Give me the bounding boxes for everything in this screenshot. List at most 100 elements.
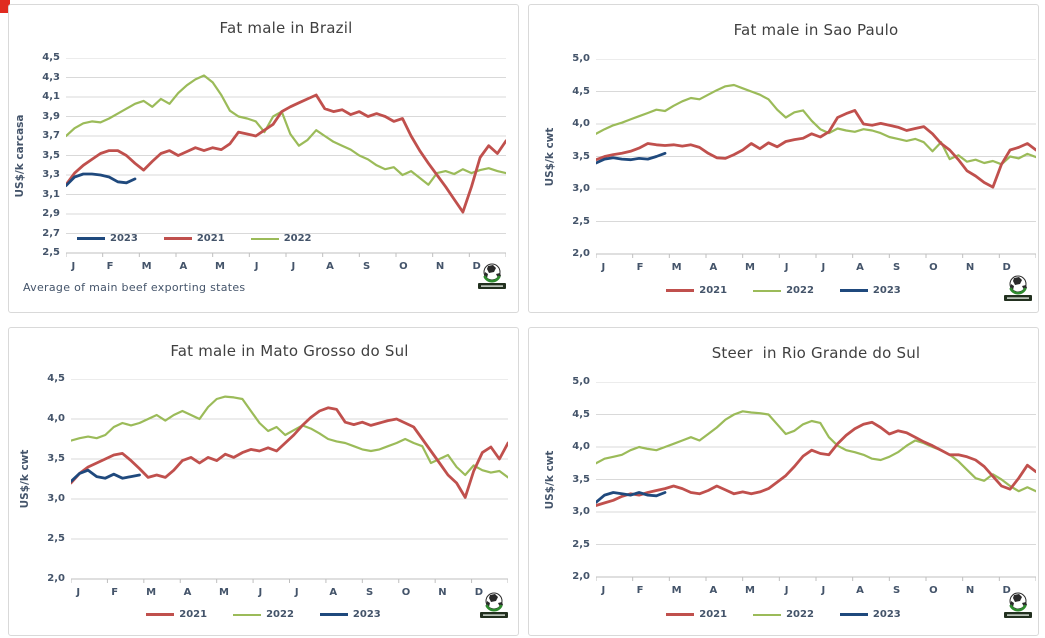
x-tick-label: J — [784, 262, 789, 273]
x-tick-label: D — [472, 261, 481, 272]
legend-swatch-2021 — [666, 289, 695, 292]
series-line-2021 — [594, 420, 1038, 507]
y-tick-label: 2,5 — [42, 247, 60, 258]
x-tick-label: A — [856, 262, 864, 273]
chart-title: Steer in Rio Grande do Sul — [711, 344, 921, 362]
legend-label: 2021 — [699, 609, 728, 620]
legend-item-2022: 2022 — [753, 609, 814, 620]
world-globe-logo — [475, 263, 509, 291]
x-tick-label: A — [709, 262, 718, 273]
y-tick-label: 5,0 — [572, 53, 590, 64]
series-line-2021 — [594, 109, 1038, 189]
x-tick-label: O — [399, 261, 408, 272]
chart-legend: 2021 2022 2023 — [529, 285, 1038, 296]
series-line-2021 — [64, 93, 508, 214]
legend-item-2023: 2023 — [839, 609, 901, 620]
legend-swatch-2023 — [77, 237, 105, 240]
y-tick-label: 3,5 — [572, 473, 590, 485]
x-tick-label: S — [893, 262, 901, 273]
x-tick-label: F — [111, 587, 119, 598]
x-tick-label: A — [329, 587, 338, 598]
x-tick-label: F — [636, 262, 644, 273]
x-tick-label: M — [745, 262, 755, 273]
legend-swatch-2023 — [319, 613, 348, 616]
x-tick-label: N — [965, 262, 975, 273]
series-line-2022 — [64, 74, 508, 186]
x-tick-label: J — [258, 587, 263, 598]
y-tick-label: 4,0 — [572, 118, 590, 129]
x-tick-label: J — [821, 585, 826, 596]
chart-panel-fat-male-mato-grosso-do-sul: Fat male in Mato Grosso do Sul US$/k cwt… — [8, 327, 519, 636]
x-tick-label: D — [1002, 262, 1011, 273]
world-globe-logo — [1001, 592, 1035, 620]
y-tick-label: 2,5 — [47, 533, 65, 544]
x-tick-label: A — [856, 585, 864, 596]
legend-swatch-2023 — [839, 613, 868, 616]
legend-swatch-2022 — [233, 613, 262, 616]
x-tick-label: A — [326, 261, 334, 272]
plot-area — [594, 381, 1038, 583]
legend-label: 2021 — [196, 233, 225, 244]
y-tick-label: 2,9 — [42, 208, 60, 219]
x-tick-label: J — [254, 261, 259, 272]
legend-label: 2023 — [872, 609, 901, 620]
x-tick-label: N — [438, 587, 447, 598]
legend-label: 2023 — [352, 609, 381, 620]
legend-item-2023: 2023 — [839, 285, 901, 296]
y-tick-label: 4,5 — [572, 408, 590, 420]
x-tick-label: J — [76, 587, 81, 598]
legend-item-2022: 2022 — [233, 609, 294, 620]
legend-item-2022: 2022 — [250, 233, 312, 244]
legend-item-2023: 2023 — [319, 609, 381, 620]
x-tick-label: J — [821, 262, 826, 273]
plot-area — [594, 58, 1038, 260]
chart-panel-steer-rio-grande-do-sul: Steer in Rio Grande do Sul US$/k cwt 5,0… — [528, 327, 1039, 636]
x-tick-label: M — [146, 587, 157, 598]
legend-item-2021: 2021 — [666, 609, 727, 620]
y-tick-label: 2,5 — [572, 538, 590, 550]
legend-swatch-2022 — [753, 289, 782, 292]
y-tick-label: 3,3 — [42, 169, 60, 180]
y-tick-label: 3,0 — [47, 493, 65, 504]
legend-swatch-2021 — [163, 237, 192, 240]
x-tick-label: J — [601, 262, 606, 273]
series-line-2022 — [594, 83, 1038, 166]
chart-title: Fat male in Brazil — [219, 19, 353, 37]
y-tick-label: 3,5 — [42, 149, 60, 161]
series-line-2021 — [69, 406, 510, 499]
y-tick-label: 2,0 — [47, 573, 65, 584]
legend-label: 2021 — [699, 285, 728, 296]
chart-panel-fat-male-brazil: Fat male in Brazil US$/k carcasa Average… — [8, 4, 519, 313]
x-tick-label: M — [671, 262, 682, 273]
x-tick-label: A — [709, 585, 718, 596]
series-line-2022 — [594, 410, 1038, 493]
y-tick-label: 5,0 — [572, 376, 590, 387]
series-line-2023 — [64, 172, 137, 188]
red-corner-marker — [0, 0, 10, 13]
chart-svg — [594, 58, 1038, 258]
legend-item-2022: 2022 — [753, 285, 814, 296]
chart-title: Fat male in Sao Paulo — [733, 21, 899, 39]
y-tick-label: 2,0 — [572, 248, 590, 259]
x-tick-label: O — [929, 262, 938, 273]
y-tick-label: 4,5 — [42, 52, 60, 63]
x-tick-label: M — [218, 587, 229, 598]
x-tick-label: N — [435, 261, 445, 272]
y-tick-label: 3,5 — [572, 150, 590, 162]
legend-label: 2022 — [786, 285, 814, 296]
y-tick-label: 4,0 — [572, 441, 590, 452]
y-tick-label: 4,0 — [47, 413, 65, 424]
x-tick-label: M — [745, 585, 755, 596]
y-tick-label: 2,5 — [572, 215, 590, 227]
y-tick-label: 3,7 — [42, 130, 60, 141]
y-tick-label: 3,1 — [42, 188, 60, 200]
x-tick-label: J — [294, 587, 299, 598]
legend-swatch-2023 — [839, 289, 868, 292]
world-globe-logo — [1001, 275, 1035, 303]
y-tick-label: 3,5 — [47, 453, 65, 464]
legend-label: 2023 — [872, 285, 901, 296]
y-tick-label: 2,0 — [572, 571, 590, 582]
legend-swatch-2022 — [250, 237, 279, 240]
y-tick-label: 3,9 — [42, 110, 60, 122]
chart-svg — [64, 57, 508, 257]
